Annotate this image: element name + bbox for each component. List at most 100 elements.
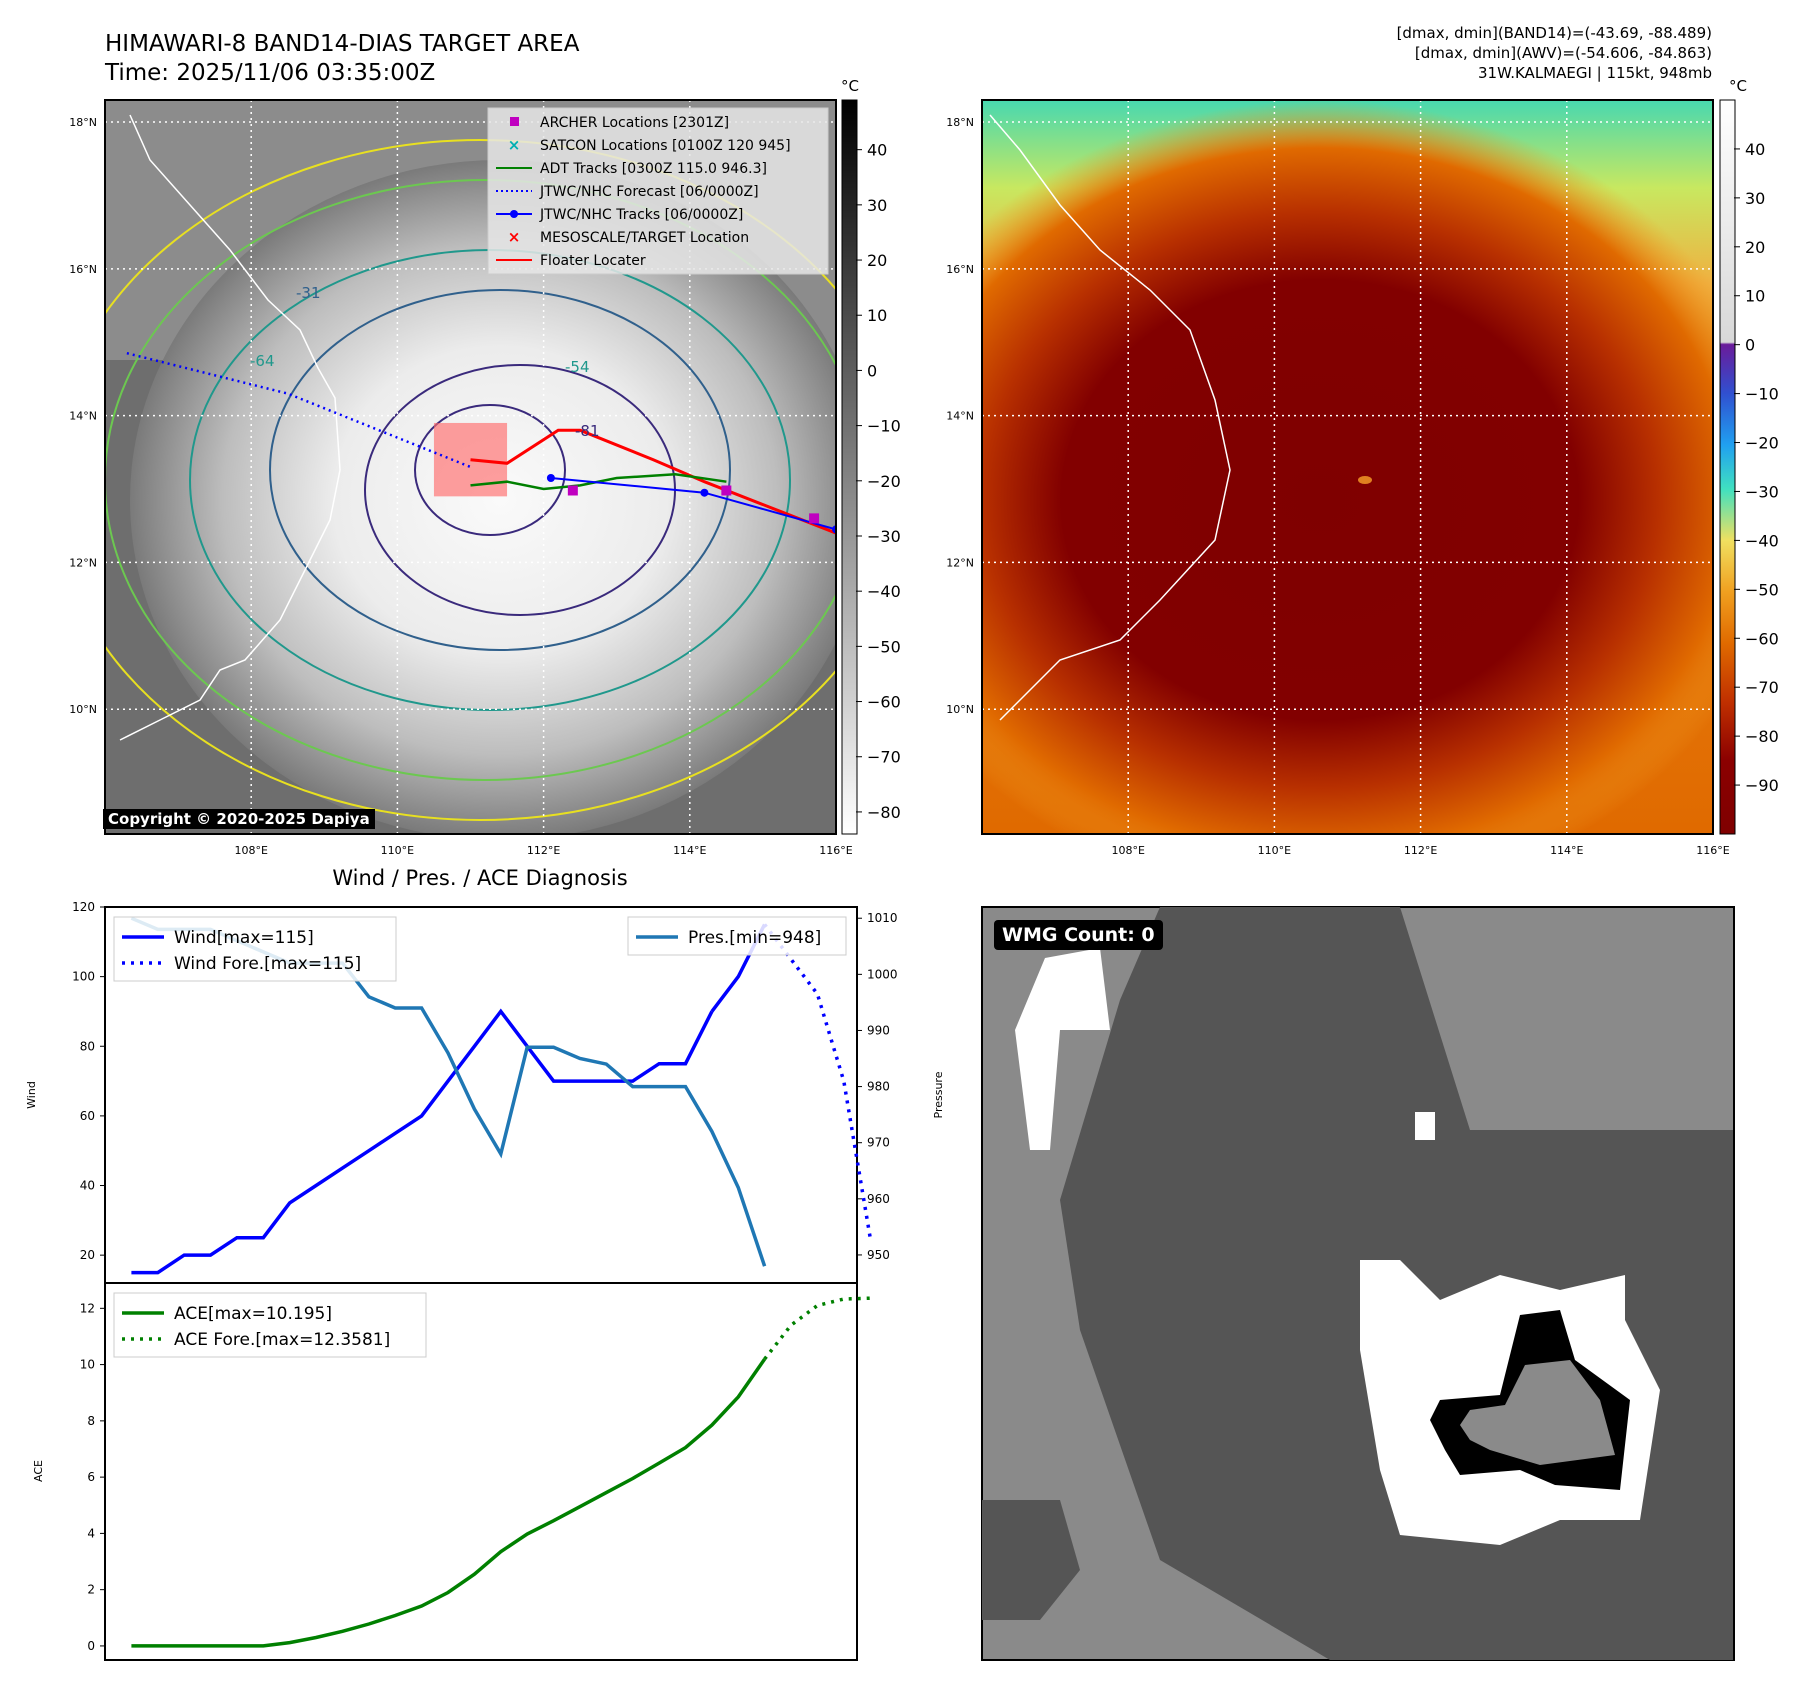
colorbar-tick-label: −10	[1745, 385, 1779, 404]
legend-label: Floater Locater	[540, 253, 646, 269]
lon-label: 110°E	[381, 844, 414, 857]
diag-legend-box	[113, 1292, 427, 1358]
colorbar-tick-label: 0	[1745, 336, 1755, 355]
right-map-frame	[981, 99, 1714, 835]
legend-item: × SATCON Locations [0100Z 120 945]	[508, 136, 791, 154]
lon-label: 112°E	[527, 844, 560, 857]
jtwc-track-point	[546, 474, 555, 483]
legend-marker: ×	[508, 228, 521, 246]
colorbar-tick-label: 20	[867, 251, 887, 270]
lon-label: 116°E	[1696, 844, 1729, 857]
lon-label: 108°E	[1111, 844, 1144, 857]
ace-series	[131, 1358, 767, 1648]
wind-tick-label: 80	[80, 1039, 95, 1053]
cold-cloud-core	[982, 100, 1713, 834]
colorbar-tick-label: −70	[867, 748, 901, 767]
pressure-tick-label: 990	[867, 1023, 890, 1037]
wmg-count-label: WMG Count: 0	[994, 920, 1163, 950]
lat-label: 14°N	[946, 410, 974, 423]
ace-tick-label: 0	[87, 1639, 95, 1653]
legend-marker-dot	[510, 210, 518, 218]
archer-point	[567, 485, 578, 496]
left-colorbar-ticks: 40 30 20 10 0 −10 −20 −30 −40 −50 −60 −70 −80	[856, 141, 901, 822]
colorbar-tick-label: −70	[1745, 678, 1779, 697]
ace-tick-label: 6	[87, 1470, 95, 1484]
pressure-tick-label: 1000	[867, 967, 898, 981]
right-colorbar	[1719, 99, 1736, 835]
colorbar-tick-label: 30	[1745, 189, 1765, 208]
legend-label: ARCHER Locations [2301Z]	[540, 115, 729, 131]
colorbar-tick-label: 10	[1745, 287, 1765, 306]
archer-point	[809, 513, 820, 524]
left-colorbar-unit: °C	[841, 77, 859, 95]
colorbar-tick-label: −30	[1745, 482, 1779, 501]
legend-item: Floater Locater	[496, 253, 646, 269]
wmg-white-top	[1015, 948, 1110, 1150]
lat-label: 12°N	[946, 556, 974, 569]
ace-series	[763, 1296, 871, 1361]
ace-tick-label: 10	[80, 1358, 95, 1372]
colorbar-tick-label: −30	[867, 527, 901, 546]
left-colorbar	[841, 99, 858, 835]
contour-label: -31	[296, 284, 321, 302]
lon-label: 114°E	[673, 844, 706, 857]
wind-axis-label: Wind	[25, 1081, 38, 1109]
legend-item: JTWC/NHC Tracks [06/0000Z]	[496, 207, 743, 223]
wind-tick-label: 120	[72, 900, 95, 914]
colorbar-tick-label: 40	[867, 141, 887, 160]
colorbar-tick-label: −60	[1745, 629, 1779, 648]
contour-label: -81	[575, 422, 600, 440]
colorbar-tick-label: −20	[867, 472, 901, 491]
left-map-lon-labels: 108°E 110°E 112°E 114°E 116°E	[234, 844, 852, 857]
lat-label: 14°N	[69, 410, 97, 423]
ace-tick-label: 8	[87, 1414, 95, 1428]
colorbar-tick-label: −40	[867, 582, 901, 601]
legend-label: MESOSCALE/TARGET Location	[540, 230, 749, 246]
wmg-panel	[981, 906, 1735, 1661]
legend-box	[487, 107, 829, 275]
lat-label: 10°N	[946, 703, 974, 716]
ace-tick-label: 12	[80, 1301, 95, 1315]
ace-tick-label: 4	[87, 1526, 95, 1540]
stat-band14: [dmax, dmin](BAND14)=(-43.69, -88.489)	[1397, 24, 1712, 42]
contour-blue	[269, 289, 731, 651]
wind-pressure-series	[131, 1008, 714, 1275]
wind-tick-label: 40	[80, 1179, 95, 1193]
colorbar-tick-label: 10	[867, 306, 887, 325]
colorbar-tick-label: −20	[1745, 434, 1779, 453]
diagnosis-legends: Wind[max=115] Wind Fore.[max=115] Pres.[mi…	[113, 916, 847, 1358]
colorbar-tick-label: −10	[867, 417, 901, 436]
colorbar-tick-label: −50	[867, 637, 901, 656]
right-colorbar-ticks: 40 30 20 10 0 −10 −20 −30 −40 −50 −60 −70 −80 −90	[1734, 140, 1779, 795]
wmg-gray-center	[1460, 1360, 1615, 1465]
wind-y-ticks: 20 40 60 80 100 120	[72, 900, 105, 1262]
contour-navy-inner	[414, 404, 566, 536]
right-map-lat-labels: 18°N 16°N 14°N 12°N 10°N	[946, 116, 974, 716]
contour-label: -64	[250, 352, 275, 370]
pressure-tick-label: 950	[867, 1248, 890, 1262]
ace-tick-label: 2	[87, 1583, 95, 1597]
eye-feature	[1358, 476, 1372, 484]
lat-label: 18°N	[946, 116, 974, 129]
left-map-lat-labels: 18°N 16°N 14°N 12°N 10°N	[69, 116, 97, 716]
diag-legend-label: ACE Fore.[max=12.3581]	[174, 1330, 390, 1350]
pressure-tick-label: 1010	[867, 911, 898, 925]
storm-info: 31W.KALMAEGI | 115kt, 948mb	[1478, 64, 1712, 82]
left-map-frame	[104, 99, 837, 835]
lat-label: 12°N	[69, 556, 97, 569]
jtwc-track-point	[700, 488, 709, 497]
right-map	[982, 100, 1713, 834]
pressure-tick-label: 960	[867, 1192, 890, 1206]
contour-yellow	[105, 139, 836, 821]
figure-title: HIMAWARI-8 BAND14-DIAS TARGET AREA	[105, 31, 580, 57]
legend-item: JTWC/NHC Forecast [06/0000Z]	[496, 184, 759, 200]
colorbar-tick-label: −80	[1745, 727, 1779, 746]
colorbar-tick-label: 30	[867, 196, 887, 215]
map-legend: ARCHER Locations [2301Z] × SATCON Location…	[487, 107, 829, 275]
legend-item: ADT Tracks [0300Z 115.0 946.3]	[496, 161, 767, 177]
copyright-label: Copyright © 2020-2025 Dapiya	[103, 809, 375, 829]
colorbar-tick-label: 20	[1745, 238, 1765, 257]
right-map-lon-labels: 108°E 110°E 112°E 114°E 116°E	[1111, 844, 1729, 857]
diag-legend-label: ACE[max=10.195]	[174, 1304, 332, 1324]
